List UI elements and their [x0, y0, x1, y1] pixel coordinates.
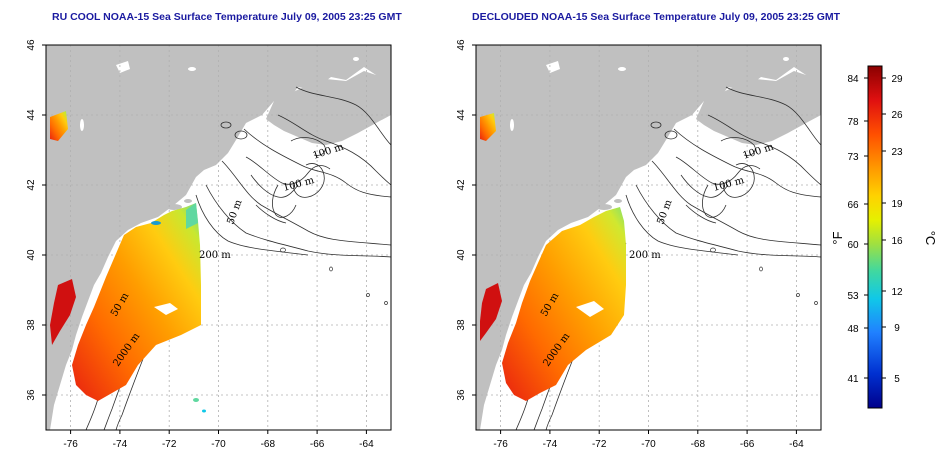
y-tick-label: 44	[26, 109, 37, 121]
sst-ne-cool	[186, 203, 198, 229]
y-tick-labels-left: 36 38 40 42 44 46	[26, 39, 37, 401]
x-tick-label: -66	[310, 439, 325, 450]
sst-coastal-warm	[50, 279, 76, 345]
sst-swath-declouded	[502, 207, 626, 401]
map-panel-left: 100 m 100 m 50 m 200 m 50 m 2000 m	[45, 44, 392, 431]
y-tick-label: 36	[456, 389, 467, 401]
y-tick-label: 42	[26, 179, 37, 191]
x-tick-labels-left: -76 -74 -72 -70 -68 -66 -64	[63, 439, 374, 450]
colorbar: 84 78 73 66 60 53 48 41 29 26 23 19 16 1…	[830, 65, 938, 409]
celsius-tick-label: 16	[891, 236, 903, 247]
y-tick-label: 42	[456, 179, 467, 191]
axes-left	[42, 44, 367, 434]
celsius-tick-label: 12	[891, 287, 903, 298]
fahrenheit-tick-label: 84	[847, 74, 859, 85]
x-tick-label: -72	[162, 439, 177, 450]
celsius-tick-labels: 29 26 23 19 16 12 9 5	[891, 74, 903, 385]
celsius-tick-label: 29	[891, 74, 903, 85]
map-title-left: RU COOL NOAA-15 Sea Surface Temperature …	[52, 11, 402, 23]
fahrenheit-tick-label: 78	[847, 117, 859, 128]
y-tick-labels-right: 36 38 40 42 44 46	[456, 39, 467, 401]
y-tick-label: 46	[456, 39, 467, 51]
celsius-tick-label: 5	[894, 374, 900, 385]
fahrenheit-tick-labels: 84 78 73 66 60 53 48 41	[847, 74, 859, 385]
contour-label: 200 m	[199, 250, 231, 261]
x-tick-labels-right: -76 -74 -72 -70 -68 -66 -64	[493, 439, 804, 450]
y-tick-label: 46	[26, 39, 37, 51]
sst-coastal-warm	[480, 283, 502, 341]
celsius-unit-label: °C	[923, 231, 938, 246]
y-tick-label: 38	[26, 319, 37, 331]
sst-speck-2	[193, 398, 199, 402]
y-axis-ticks-right	[472, 44, 476, 396]
fahrenheit-tick-label: 73	[847, 152, 859, 163]
x-tick-label: -74	[113, 439, 128, 450]
sst-cloud-gap	[576, 301, 604, 317]
fahrenheit-tick-label: 60	[847, 240, 859, 251]
x-tick-label: -72	[592, 439, 607, 450]
sst-nw-patch	[480, 113, 496, 141]
y-tick-label: 40	[26, 249, 37, 261]
fahrenheit-tick-label: 66	[847, 200, 859, 211]
sst-swath-raw	[72, 203, 201, 401]
x-tick-label: -68	[691, 439, 706, 450]
sst-speck	[151, 221, 161, 225]
x-tick-label: -68	[261, 439, 276, 450]
colorbar-ramp	[867, 65, 883, 409]
y-tick-label: 44	[456, 109, 467, 121]
x-tick-label: -76	[493, 439, 508, 450]
axes-right	[472, 44, 797, 434]
celsius-tick-label: 19	[891, 199, 903, 210]
map-title-right: DECLOUDED NOAA-15 Sea Surface Temperatur…	[472, 11, 841, 23]
fahrenheit-unit-label: °F	[830, 231, 845, 244]
fahrenheit-tick-label: 48	[847, 324, 859, 335]
y-tick-label: 36	[26, 389, 37, 401]
x-axis-ticks-right	[500, 430, 797, 434]
x-tick-label: -66	[740, 439, 755, 450]
x-tick-label: -76	[63, 439, 78, 450]
map-panel-right: 100 m 100 m 50 m 200 m 50 m 2000 m	[475, 44, 822, 431]
x-tick-label: -64	[789, 439, 804, 450]
sst-nw-patch	[50, 111, 68, 141]
y-tick-label: 40	[456, 249, 467, 261]
contour-label: 200 m	[629, 250, 661, 261]
x-tick-label: -70	[211, 439, 226, 450]
sst-speck-3	[202, 409, 206, 413]
sst-cloud-gap	[154, 303, 178, 315]
y-tick-label: 38	[456, 319, 467, 331]
celsius-tick-label: 26	[891, 110, 903, 121]
x-tick-label: -64	[359, 439, 374, 450]
celsius-tick-label: 23	[891, 147, 903, 158]
colorbar-ticks	[864, 77, 886, 379]
fahrenheit-tick-label: 53	[847, 291, 859, 302]
celsius-tick-label: 9	[894, 323, 900, 334]
fahrenheit-tick-label: 41	[847, 374, 859, 385]
x-axis-ticks-left	[70, 430, 367, 434]
y-axis-ticks-left	[42, 44, 46, 396]
x-tick-label: -70	[641, 439, 656, 450]
x-tick-label: -74	[543, 439, 558, 450]
